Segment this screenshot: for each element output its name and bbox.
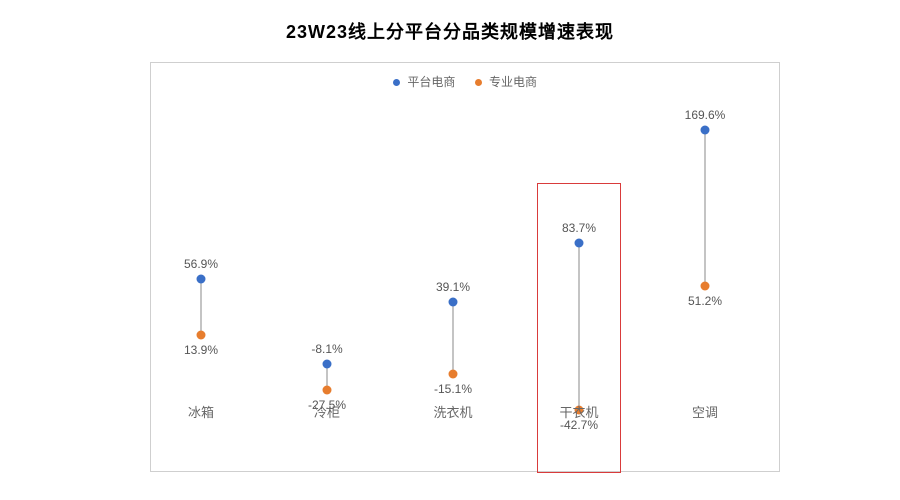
legend-label-series1: 平台电商	[407, 75, 455, 89]
category-label: 冷柜	[314, 402, 340, 421]
data-label-series2: 13.9%	[184, 343, 218, 357]
legend-label-series2: 专业电商	[489, 75, 537, 89]
legend-dot-series2	[475, 79, 482, 86]
chart-column: -8.1%-27.5%冷柜	[277, 103, 377, 433]
data-point-series2	[449, 369, 458, 378]
data-label-series1: 39.1%	[436, 280, 470, 294]
data-label-series2: -15.1%	[434, 382, 472, 396]
data-point-series1	[197, 274, 206, 283]
data-point-series2	[197, 331, 206, 340]
chart-container: 平台电商 专业电商 56.9% 13.9% 冰箱 -8.1%-27.5%冷柜 39.1%…	[150, 62, 780, 472]
data-point-series1	[449, 298, 458, 307]
highlight-box	[537, 183, 621, 473]
connector-line	[705, 130, 706, 286]
legend-dot-series1	[393, 79, 400, 86]
legend: 平台电商 专业电商	[151, 73, 779, 90]
connector-line	[201, 279, 202, 336]
data-point-series2	[701, 282, 710, 291]
legend-item-series1: 平台电商	[393, 73, 455, 90]
chart-title: 23W23线上分平台分品类规模增速表现	[0, 0, 900, 44]
chart-column: 169.6% 51.2% 空调	[655, 103, 755, 433]
category-label: 洗衣机	[433, 402, 472, 421]
data-label-series1: 56.9%	[184, 257, 218, 271]
connector-line	[453, 302, 454, 374]
data-point-series2	[323, 386, 332, 395]
chart-column: 39.1% -15.1% 洗衣机	[403, 103, 503, 433]
data-label-series1: -8.1%	[311, 342, 342, 356]
data-label-series2: 51.2%	[688, 294, 722, 308]
category-label: 冰箱	[188, 402, 214, 421]
legend-item-series2: 专业电商	[475, 73, 537, 90]
data-label-series1: 169.6%	[685, 108, 726, 122]
plot-area: 56.9%13.9%冰箱-8.1%-27.5%冷柜39.1%-15.1%洗衣机8…	[151, 103, 781, 433]
data-point-series1	[323, 360, 332, 369]
data-point-series1	[701, 125, 710, 134]
chart-column: 56.9% 13.9% 冰箱	[151, 103, 251, 433]
category-label: 空调	[692, 402, 718, 421]
